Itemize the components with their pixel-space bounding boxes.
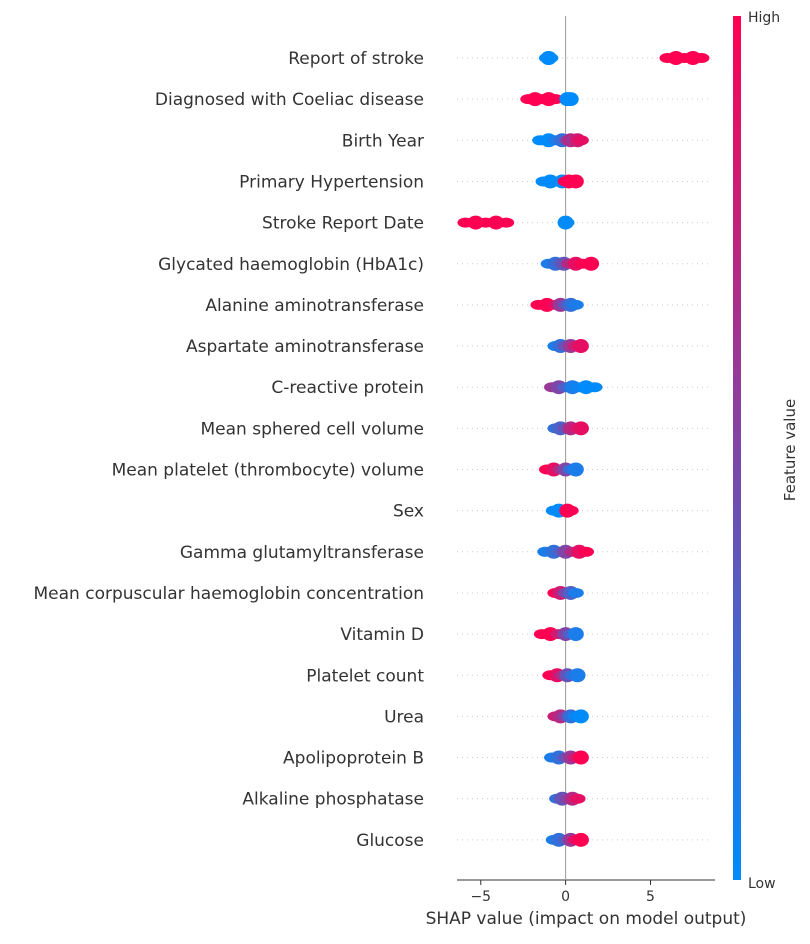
feature-label: Platelet count [306, 666, 424, 686]
point [586, 382, 603, 393]
point [572, 709, 589, 724]
feature-label: Alkaline phosphatase [242, 790, 424, 810]
point [562, 505, 579, 516]
feature-label: Report of stroke [288, 49, 424, 69]
point [467, 215, 484, 230]
point [567, 587, 584, 598]
x-tick-label: −5 [470, 889, 491, 905]
colorbar-low: Low [748, 876, 776, 892]
feature-label: Vitamin D [340, 625, 424, 645]
point [583, 256, 600, 271]
feature-label: Primary Hypertension [239, 172, 424, 192]
feature-label: Sex [393, 502, 424, 522]
point [572, 339, 589, 354]
point [572, 832, 589, 847]
feature-label: Aspartate aminotransferase [186, 337, 424, 357]
point [572, 135, 589, 146]
feature-label: Apolipoprotein B [283, 749, 424, 769]
feature-label: Glycated haemoglobin (HbA1c) [158, 255, 424, 275]
colorbar-label: Feature value [781, 399, 799, 501]
feature-label: Alanine aminotransferase [205, 296, 424, 316]
x-axis-label: SHAP value (impact on model output) [426, 909, 747, 929]
point [567, 174, 584, 189]
point [540, 51, 557, 65]
point [569, 793, 586, 804]
point [572, 750, 589, 765]
x-tick-label: 5 [646, 889, 655, 905]
feature-label: Mean platelet (thrombocyte) volume [112, 461, 424, 481]
point [547, 94, 564, 105]
feature-label: Urea [384, 707, 424, 727]
colorbar [733, 16, 741, 880]
feature-label: Mean sphered cell volume [200, 419, 424, 439]
point [567, 462, 584, 477]
point [558, 217, 575, 228]
point [693, 53, 710, 63]
colorbar-high: High [748, 10, 780, 26]
x-tick-label: 0 [561, 889, 570, 905]
point [488, 215, 505, 230]
feature-label: Gamma glutamyltransferase [180, 543, 424, 563]
point [567, 627, 584, 642]
point [562, 92, 579, 107]
feature-label: Birth Year [342, 131, 424, 151]
feature-label: Glucose [356, 831, 424, 851]
point [578, 546, 594, 557]
point [498, 217, 515, 228]
feature-label: Diagnosed with Coeliac disease [155, 90, 424, 110]
feature-label: C-reactive protein [271, 378, 424, 398]
feature-label: Mean corpuscular haemoglobin concentrati… [34, 584, 425, 604]
point [567, 299, 584, 310]
point [572, 421, 589, 436]
point [569, 668, 586, 683]
feature-label: Stroke Report Date [262, 214, 424, 234]
